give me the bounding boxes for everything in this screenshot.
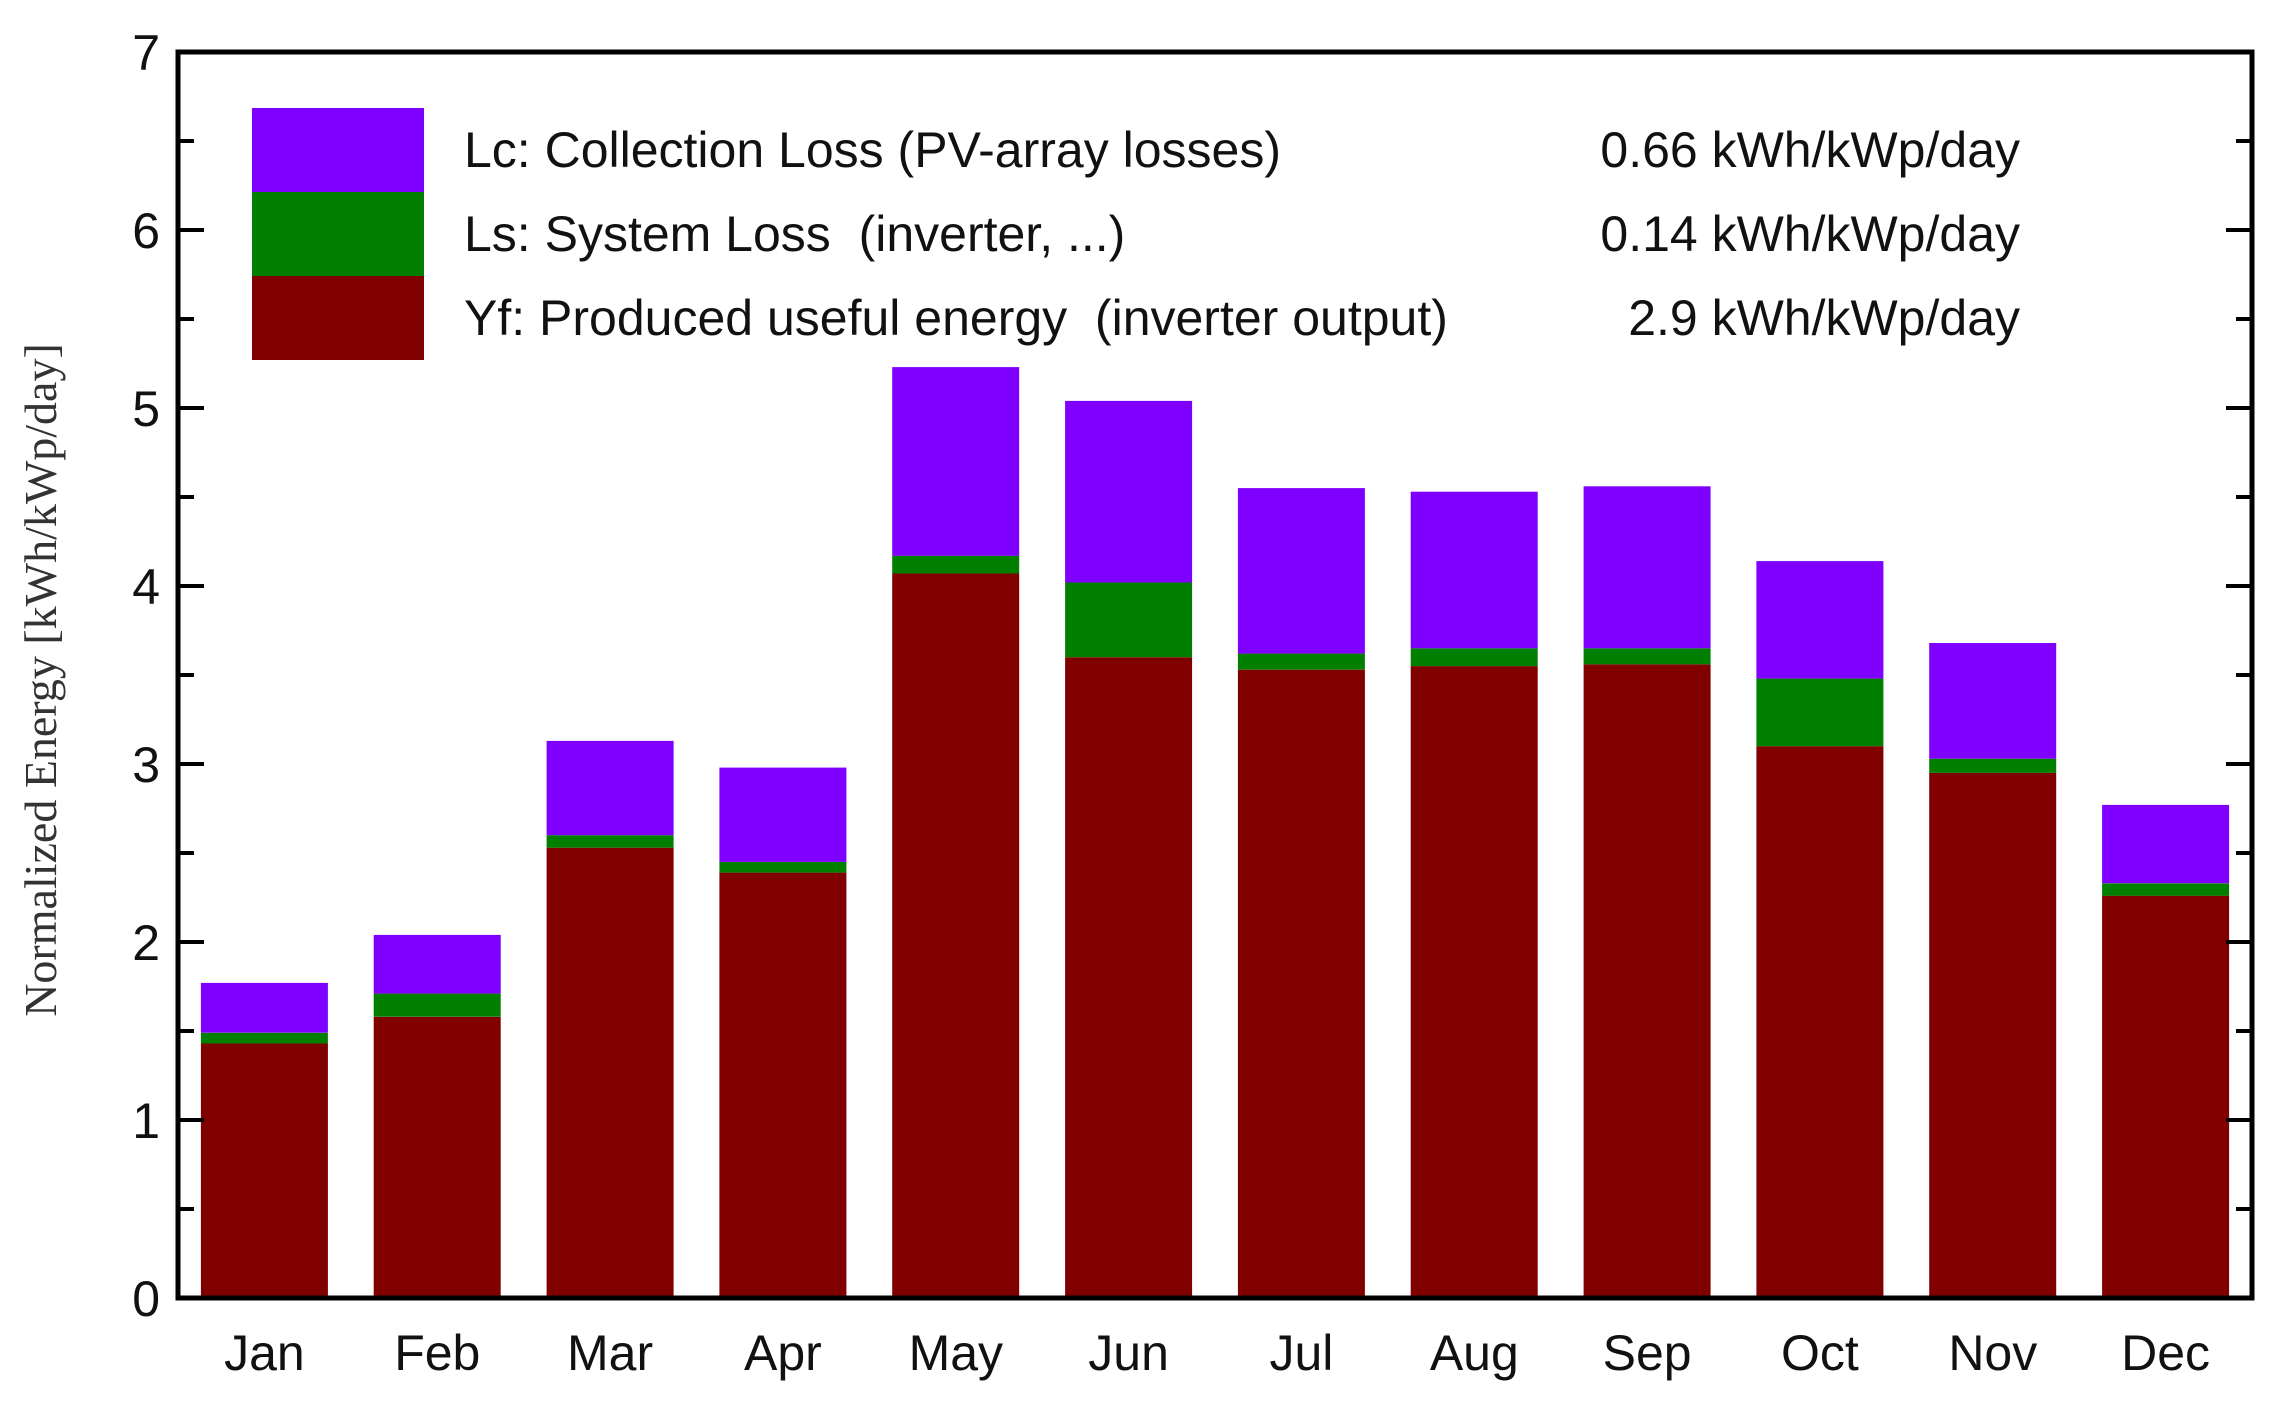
x-tick-label-dec: Dec	[2121, 1325, 2210, 1381]
y-tick-label-1: 1	[132, 1093, 160, 1149]
bar-yf-apr	[719, 872, 847, 1298]
x-tick-label-mar: Mar	[567, 1325, 653, 1381]
bar-ls-aug	[1410, 648, 1538, 667]
x-tick-label-oct: Oct	[1781, 1325, 1859, 1381]
x-tick-label-may: May	[909, 1325, 1003, 1381]
bar-lc-aug	[1410, 491, 1538, 649]
bar-lc-nov	[1929, 643, 2057, 759]
bar-ls-oct	[1756, 678, 1884, 747]
axes-layer: Jan Feb Mar Apr May Jun Jul Aug Sep Oct Nov Dec 0 1 2 3…	[132, 25, 2255, 1381]
x-tick-label-nov: Nov	[1948, 1325, 2037, 1381]
bar-yf-feb	[373, 1016, 501, 1298]
x-tick-label-feb: Feb	[394, 1325, 480, 1381]
legend-value-ls: 0.14 kWh/kWp/day	[1600, 206, 2020, 262]
bar-ls-mar	[546, 835, 674, 848]
bar-ls-dec	[2102, 883, 2230, 896]
bar-lc-jun	[1065, 400, 1193, 583]
bar-yf-nov	[1929, 772, 2057, 1298]
legend-swatch-ls	[252, 192, 424, 276]
bar-yf-sep	[1583, 664, 1711, 1298]
y-tick-label-4: 4	[132, 559, 160, 615]
legend: Lc: Collection Loss (PV-array losses) 0.6…	[252, 108, 2020, 360]
y-tick-label-3: 3	[132, 737, 160, 793]
bar-ls-nov	[1929, 758, 2057, 773]
x-tick-label-jun: Jun	[1088, 1325, 1169, 1381]
y-tick-label-6: 6	[132, 203, 160, 259]
bar-ls-jul	[1237, 653, 1365, 670]
bar-lc-dec	[2102, 804, 2230, 884]
bar-ls-may	[892, 555, 1020, 574]
bar-yf-may	[892, 573, 1020, 1298]
legend-swatch-yf	[252, 276, 424, 360]
legend-value-lc: 0.66 kWh/kWp/day	[1600, 122, 2020, 178]
bar-lc-feb	[373, 934, 501, 994]
x-tick-label-apr: Apr	[744, 1325, 822, 1381]
y-tick-label-7: 7	[132, 25, 160, 81]
bar-lc-sep	[1583, 486, 1711, 649]
bar-yf-jul	[1237, 669, 1365, 1298]
legend-swatch-lc	[252, 108, 424, 192]
bar-yf-jun	[1065, 657, 1193, 1298]
bar-lc-jan	[200, 982, 328, 1033]
y-tick-label-0: 0	[132, 1271, 160, 1327]
x-tick-label-jan: Jan	[224, 1325, 305, 1381]
x-tick-label-aug: Aug	[1430, 1325, 1519, 1381]
legend-label-lc: Lc: Collection Loss (PV-array losses)	[464, 122, 1281, 178]
y-tick-label-5: 5	[132, 381, 160, 437]
x-tick-label-jul: Jul	[1269, 1325, 1333, 1381]
bar-lc-jul	[1237, 488, 1365, 654]
bar-yf-dec	[2102, 895, 2230, 1298]
bar-yf-aug	[1410, 666, 1538, 1298]
y-axis-label: Normalized Energy [kWh/kWp/day]	[15, 343, 66, 1017]
bar-ls-sep	[1583, 648, 1711, 665]
bar-ls-jan	[200, 1032, 328, 1044]
y-tick-label-2: 2	[132, 915, 160, 971]
bar-yf-jan	[200, 1043, 328, 1298]
bar-lc-apr	[719, 767, 847, 862]
bars-layer	[200, 367, 2230, 1298]
bar-lc-oct	[1756, 561, 1884, 679]
bar-lc-mar	[546, 740, 674, 836]
bar-yf-oct	[1756, 746, 1884, 1298]
legend-label-ls: Ls: System Loss (inverter, ...)	[464, 206, 1125, 262]
legend-label-yf: Yf: Produced useful energy (inverter out…	[464, 290, 1448, 346]
bar-ls-feb	[373, 993, 501, 1017]
bar-yf-mar	[546, 847, 674, 1298]
bar-ls-apr	[719, 861, 847, 873]
legend-value-yf: 2.9 kWh/kWp/day	[1628, 290, 2020, 346]
bar-lc-may	[892, 367, 1020, 556]
x-tick-label-sep: Sep	[1603, 1325, 1692, 1381]
bar-ls-jun	[1065, 582, 1193, 658]
